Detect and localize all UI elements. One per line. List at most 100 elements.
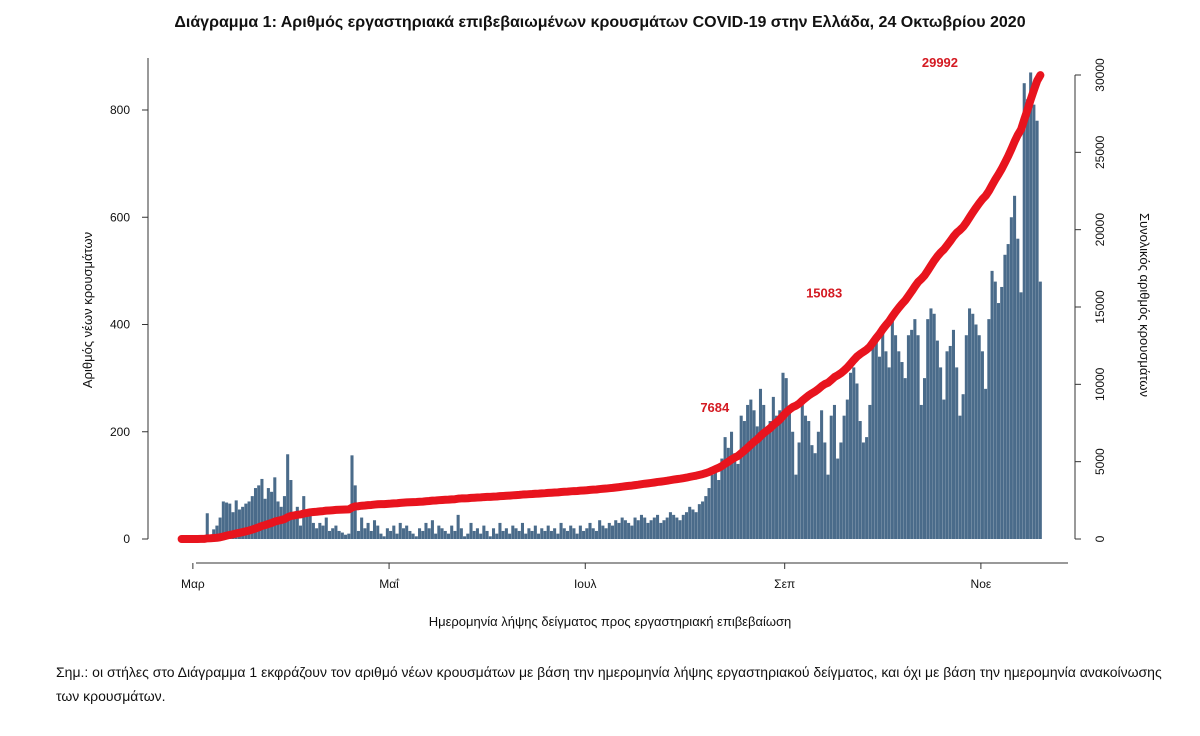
bar: [360, 517, 364, 539]
bar: [350, 455, 354, 539]
bar: [495, 533, 499, 539]
bar: [1013, 195, 1017, 540]
bar: [639, 514, 644, 539]
bar: [993, 281, 997, 539]
bar: [225, 502, 229, 539]
bar: [971, 313, 975, 539]
bar: [440, 528, 444, 539]
cumulative-point: [1017, 125, 1025, 133]
bar: [421, 530, 425, 539]
cumulative-point: [998, 165, 1006, 173]
bar: [379, 533, 383, 539]
bar: [408, 530, 412, 539]
bar: [701, 501, 705, 539]
bar: [665, 517, 669, 539]
bar: [939, 367, 943, 539]
bar: [340, 532, 344, 539]
bar: [450, 525, 454, 539]
cumulative-point: [1020, 115, 1028, 123]
bar: [636, 520, 640, 539]
bar: [607, 522, 611, 539]
bar: [691, 509, 695, 539]
bar: [813, 453, 817, 539]
bar: [366, 522, 370, 539]
chart-title: Διάγραμμα 1: Αριθμός εργαστηριακά επιβεβ…: [174, 14, 1026, 31]
bar: [816, 431, 820, 539]
bar: [337, 530, 341, 539]
bar: [553, 528, 557, 539]
bar: [569, 525, 573, 539]
bar: [479, 533, 483, 539]
bar: [775, 415, 779, 539]
bar: [652, 517, 656, 539]
bar: [237, 509, 241, 539]
bar: [1009, 217, 1013, 539]
bar: [443, 530, 447, 539]
bar: [877, 356, 882, 539]
cumulative-point: [1014, 131, 1022, 139]
bar: [627, 522, 631, 539]
bar: [849, 372, 853, 539]
bar: [974, 324, 978, 539]
bar: [736, 463, 740, 539]
bar: [662, 520, 666, 539]
bar: [385, 528, 389, 539]
bar: [720, 458, 724, 539]
bar: [549, 530, 553, 539]
bar: [984, 388, 988, 539]
bar: [299, 525, 303, 539]
bar: [749, 399, 753, 539]
bar: [784, 378, 788, 539]
bar: [694, 512, 698, 539]
bar: [501, 530, 505, 539]
bar: [672, 514, 676, 539]
bar: [884, 351, 888, 539]
bar: [659, 522, 663, 539]
bar: [897, 351, 901, 539]
bar: [871, 340, 875, 539]
bar: [842, 415, 846, 539]
bar: [228, 503, 232, 539]
bar: [511, 525, 515, 539]
bar: [614, 520, 618, 539]
bar: [215, 525, 219, 539]
bar: [418, 528, 422, 539]
cumulative-point: [966, 213, 974, 221]
bar: [977, 335, 981, 539]
bar: [295, 506, 299, 539]
bar: [968, 308, 972, 539]
bar: [575, 533, 579, 539]
bar: [562, 528, 566, 539]
bar: [376, 525, 380, 539]
bar: [1003, 254, 1007, 539]
bar: [865, 437, 869, 539]
cumulative-point: [885, 317, 893, 325]
cumulative-point: [1024, 106, 1032, 114]
bar: [820, 410, 824, 539]
cumulative-value-label: 29992: [922, 55, 958, 70]
bar: [913, 319, 917, 539]
x-axis-tick-label: Μαρ: [181, 577, 205, 591]
bar: [630, 525, 634, 539]
bar: [742, 421, 746, 539]
bar: [508, 533, 512, 539]
bar: [1016, 238, 1020, 539]
bar: [922, 378, 927, 539]
x-axis-tick-label: Ιουλ: [574, 577, 597, 591]
cumulative-point: [1027, 95, 1035, 103]
bar: [948, 345, 952, 539]
cumulative-point: [1033, 77, 1041, 85]
bar: [540, 528, 544, 539]
bar: [221, 501, 225, 539]
bar: [466, 533, 470, 539]
bar: [315, 528, 319, 539]
bar: [932, 313, 936, 539]
bar: [688, 506, 692, 539]
cumulative-point: [1030, 86, 1038, 94]
bar: [646, 522, 650, 539]
bar: [852, 367, 856, 539]
bar: [855, 383, 859, 539]
bar: [829, 415, 833, 539]
bar: [520, 522, 524, 539]
bar: [951, 329, 955, 539]
